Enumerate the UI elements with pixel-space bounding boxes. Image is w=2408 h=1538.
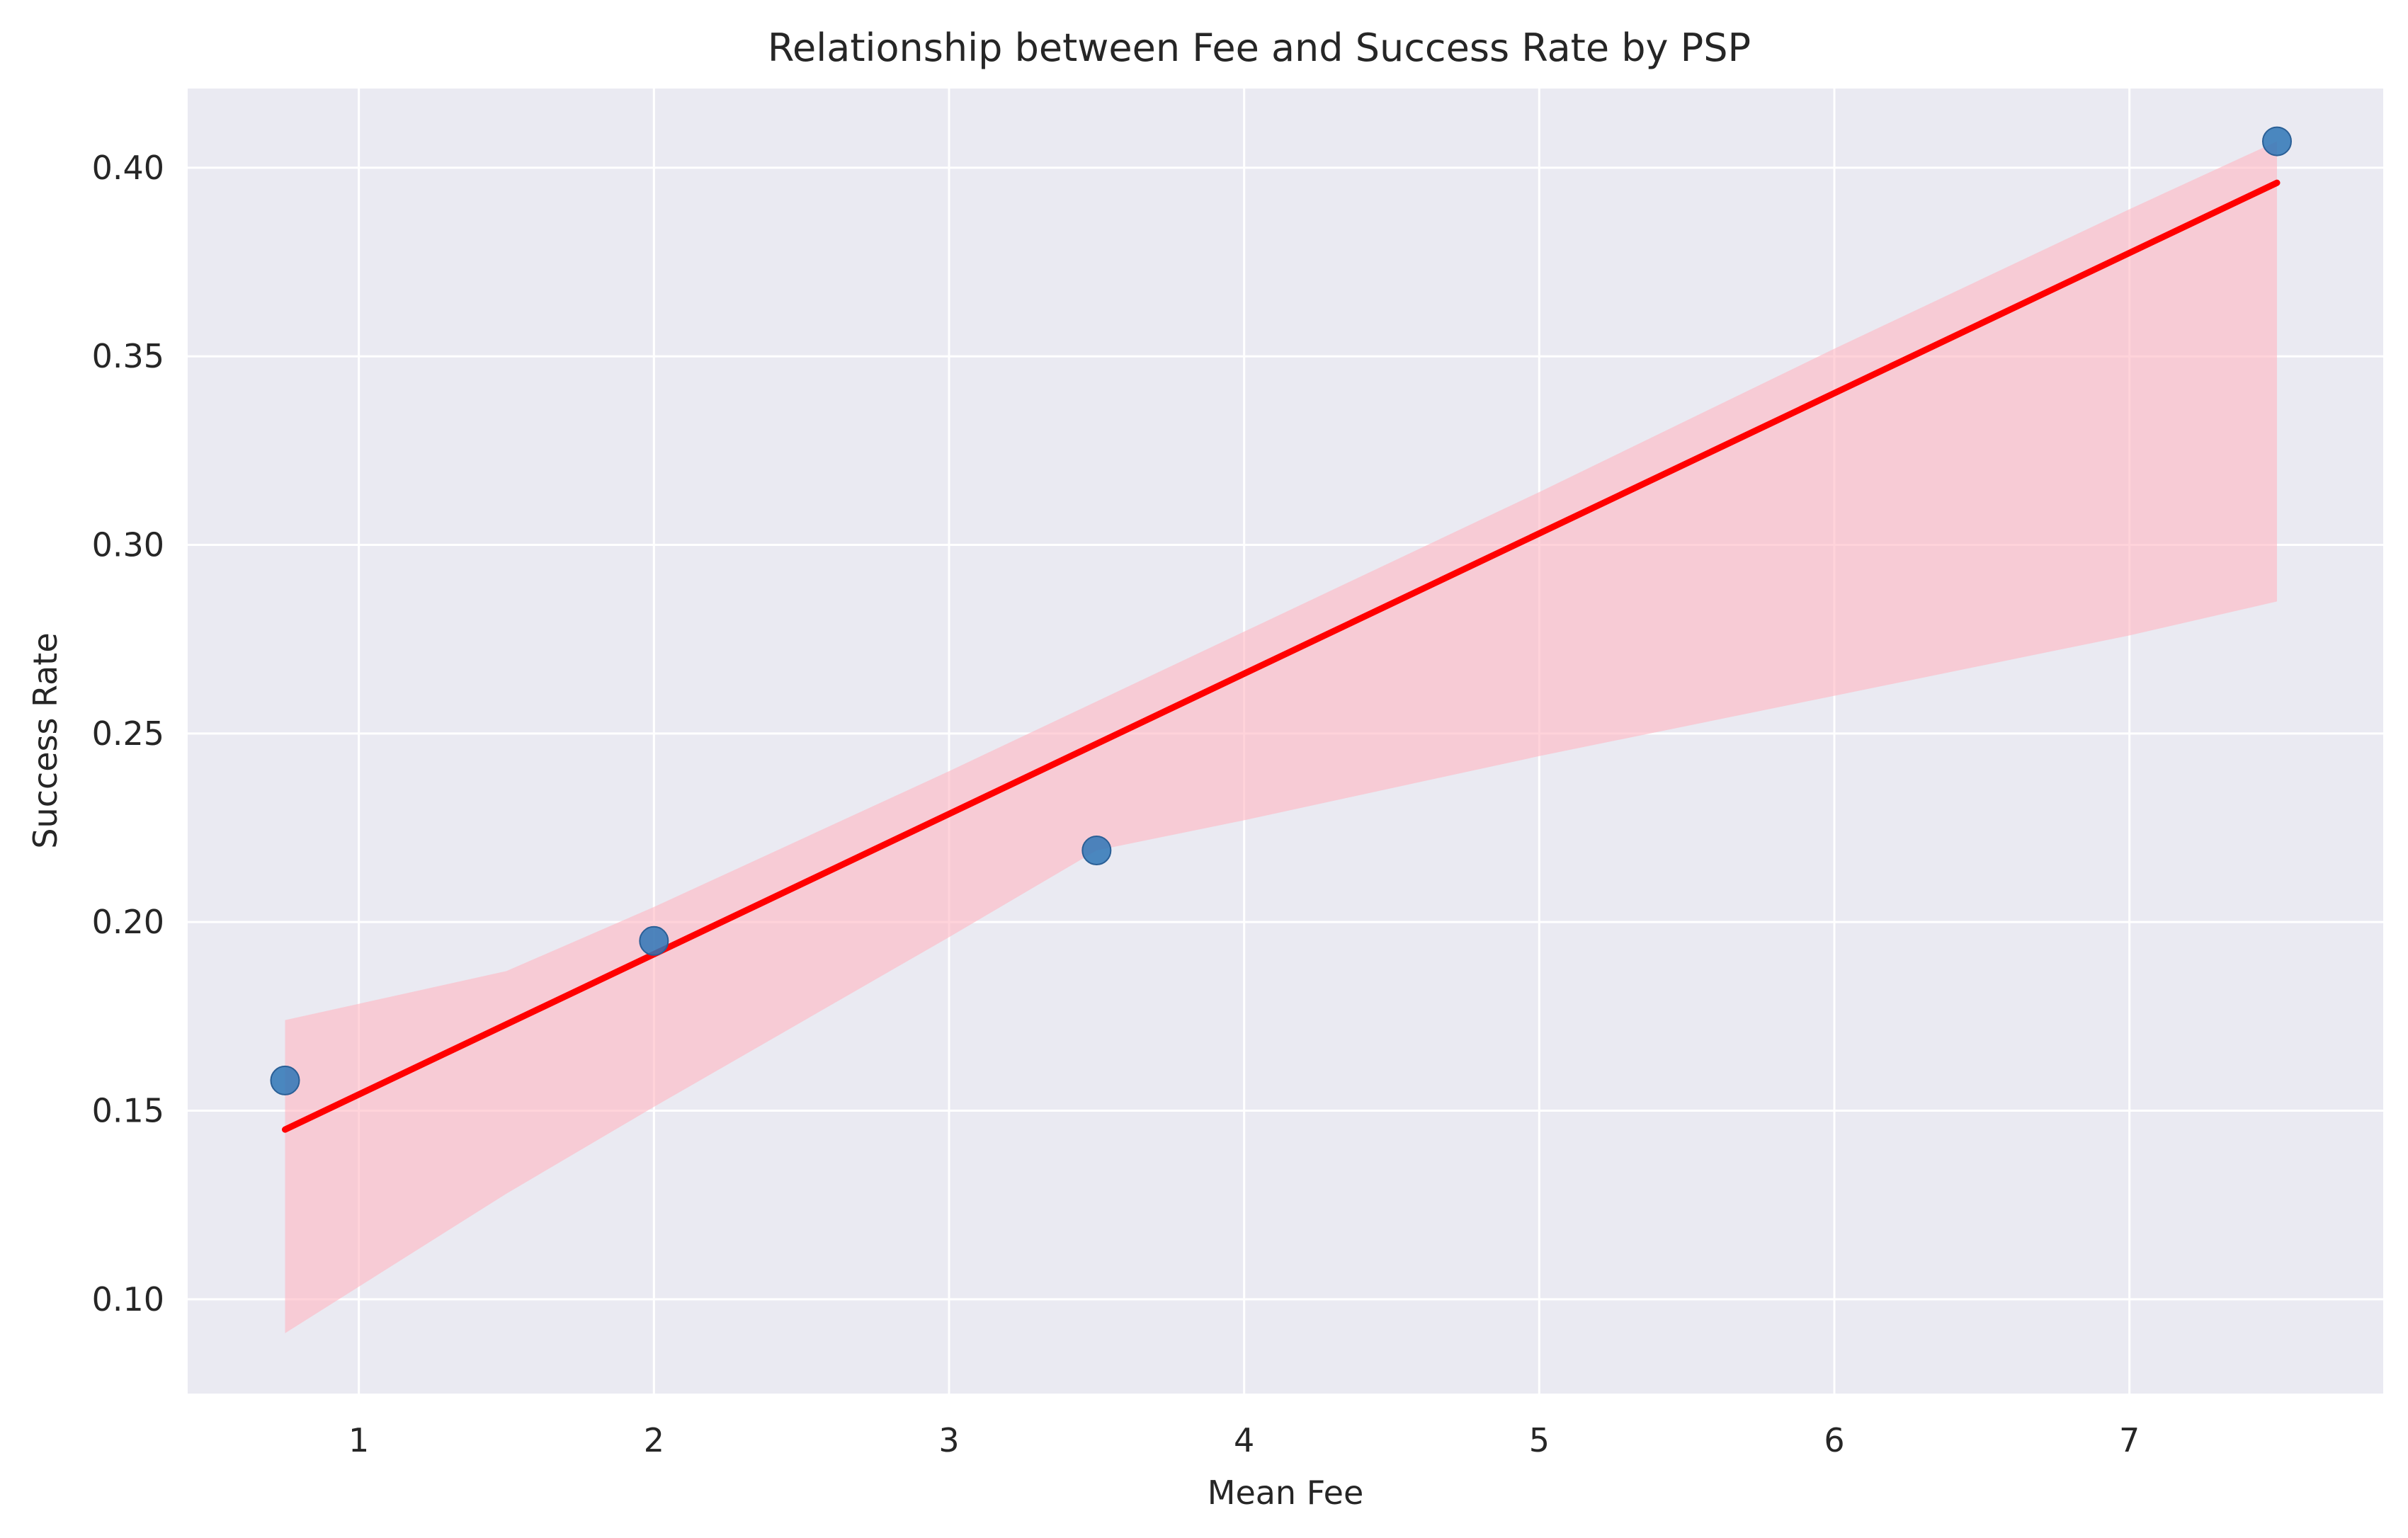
y-tick-label: 0.35	[92, 337, 164, 375]
x-tick-label: 4	[1234, 1421, 1254, 1459]
data-point	[270, 1065, 300, 1095]
regression-line	[282, 179, 2281, 1133]
confidence-band-layer	[285, 141, 2277, 1333]
y-tick-label: 0.40	[92, 149, 164, 187]
chart-title: Relationship between Fee and Success Rat…	[768, 25, 1751, 70]
data-point	[2262, 126, 2292, 156]
x-tick-label: 3	[938, 1421, 959, 1459]
x-tick-label: 5	[1529, 1421, 1550, 1459]
y-tick-labels: 0.10 0.15 0.20 0.25 0.30 0.35 0.40	[92, 149, 164, 1318]
y-tick-label: 0.20	[92, 903, 164, 941]
y-tick-label: 0.30	[92, 526, 164, 564]
data-points-layer	[270, 126, 2292, 1095]
x-axis-label: Mean Fee	[1208, 1474, 1364, 1512]
x-tick-labels: 1 2 3 4 5 6 7	[348, 1421, 2140, 1459]
y-axis-label: Success Rate	[26, 632, 64, 848]
x-tick-label: 2	[644, 1421, 664, 1459]
data-point	[1081, 835, 1112, 865]
y-tick-label: 0.15	[92, 1092, 164, 1130]
x-tick-label: 7	[2119, 1421, 2140, 1459]
y-tick-label: 0.25	[92, 714, 164, 753]
y-tick-label: 0.10	[92, 1280, 164, 1318]
x-tick-label: 6	[1824, 1421, 1844, 1459]
confidence-band	[285, 141, 2277, 1333]
regression-line-layer	[282, 179, 2281, 1133]
data-point	[639, 925, 669, 956]
x-tick-label: 1	[348, 1421, 369, 1459]
